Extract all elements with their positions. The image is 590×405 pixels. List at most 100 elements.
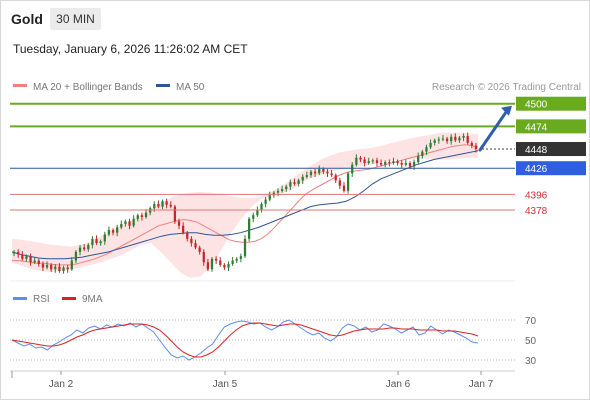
candle-body [268,195,271,200]
candle-body [95,238,98,244]
candle [21,250,24,261]
candle-body [458,137,461,141]
candle-body [12,251,16,254]
candle [301,174,304,184]
candle [309,169,313,178]
candle-body [190,238,193,244]
candle-body [165,201,168,205]
candle [87,243,90,252]
rsi-tick-label: 30 [525,356,537,367]
candle [425,144,428,156]
candle-body [408,162,412,167]
bollinger-band [12,132,478,278]
candle-body [301,176,304,181]
candle-body [396,161,399,163]
candle-body [334,175,337,181]
candle-body [280,189,284,191]
candle-body [206,262,210,270]
candle-body [173,206,177,222]
candle [223,263,226,271]
candle-body [62,267,65,272]
candle-body [41,264,45,268]
target-arrow-head [501,105,512,116]
candle-body [25,256,28,259]
candle [470,141,473,149]
candle [190,236,193,247]
candle-body [445,138,449,142]
period-badge[interactable] [50,8,101,30]
candle-body [355,157,358,165]
candle [29,253,32,266]
candle-body [342,185,346,191]
pivot-label: 4426 [525,164,548,175]
candle-body [371,160,374,162]
candle [214,256,218,265]
candle [285,184,288,192]
rsi-tick-label: 70 [525,316,537,327]
resistance-label: 4500 [525,100,548,111]
candle-body [235,258,238,261]
legend-label-ma50: MA 50 [176,82,205,93]
candle-body [111,230,115,233]
candle-body [318,169,321,174]
candle [169,201,172,209]
candle-body [474,145,478,150]
candle [363,156,366,167]
candle [384,160,387,168]
candle [239,253,243,263]
candle [404,159,407,167]
candle [25,254,28,262]
candle [198,245,201,255]
candle [74,250,78,264]
candle [338,177,341,190]
candle [318,165,321,176]
candle-body [161,201,164,207]
candle-body [392,161,395,163]
candle-body [120,223,123,228]
candle [243,235,247,258]
candle [429,139,432,150]
candle [206,258,210,272]
candle [202,249,205,266]
candle-body [107,230,111,235]
ma50-line [11,150,479,260]
candle-body [182,225,185,233]
candle [231,257,234,266]
9ma-line [11,322,479,358]
candle-body [169,204,172,207]
candle [433,138,436,146]
candle-body [153,203,156,209]
legend-swatch-ma20 [13,84,27,87]
candle-body [412,162,416,167]
candle [396,159,399,166]
candle-body [421,151,424,156]
candle [227,261,230,272]
x-axis: Jan 2 Jan 5 Jan 6 Jan 7 [11,371,494,390]
candle [136,213,139,222]
candle [379,159,383,167]
candle [375,157,379,167]
candle [124,219,127,227]
candle [210,257,214,272]
x-tick-label: Jan 2 [49,379,74,390]
candle [474,142,478,153]
candle-body [252,215,255,219]
candle [78,244,82,256]
candle [12,250,16,257]
candle-body [132,218,135,226]
candle [99,239,102,246]
candle [182,222,185,235]
period-badge-label: 30 MIN [56,12,95,26]
legend-swatch-9ma [62,297,76,300]
legend-label-rsi: RSI [33,294,50,305]
candle [346,171,350,194]
candle [355,154,358,167]
candle-body [243,238,247,257]
candle [144,209,148,219]
candle [120,220,123,230]
x-tick-label: Jan 7 [469,379,494,390]
candle [165,198,168,209]
candle-body [417,156,420,163]
